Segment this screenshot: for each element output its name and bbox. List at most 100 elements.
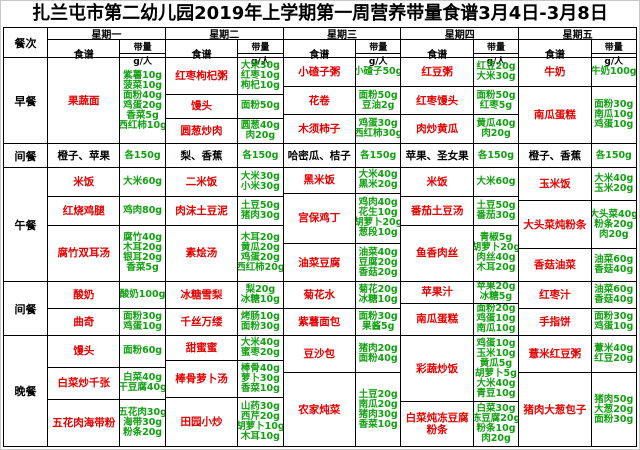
amount-cell: 白菜40g 干豆腐40g	[120, 368, 164, 399]
menu-item-row: 红枣枸杞粥 大米30g 红枣10g 枸杞10g	[165, 58, 283, 95]
amount-unit-label: g/人	[486, 57, 506, 67]
menu-item-row: 橙子、苹果 各150g	[48, 144, 165, 167]
menu-item-row: 红豆粥 红豆20g 大米30g	[401, 58, 519, 87]
amount-line: 小碴子50g	[356, 65, 401, 77]
amount-cell: 面粉50g 豆油2g	[356, 87, 400, 115]
food-cell: 红枣汁	[519, 282, 592, 308]
day-column: 果蔬面 紫薯10g 菠菜10g 面粉40g 鸡蛋20g 香菜5g 西红柿10g	[48, 58, 166, 143]
amount-line: 红枣10g	[240, 69, 280, 81]
amount-line: 五花肉30g	[120, 406, 165, 418]
amount-line: 面粉30g	[594, 99, 634, 110]
amount-line: 鸡蛋10g	[594, 321, 634, 332]
food-cell: 大头菜炖粉条	[519, 200, 592, 249]
menu-item-row: 宫保鸡丁 鸡肉40g 花生10g 胡萝卜20g 葱段10g	[283, 193, 401, 244]
menu-item-row: 手指饼 面粉30g 鸡蛋10g	[519, 309, 636, 335]
day-column: 橙子、苹果 各150g	[48, 144, 166, 167]
amount-line: 梨20g	[245, 284, 276, 295]
day-column: 冰糖雪梨 梨20g 冰糖10g 千丝万缕 烤肠10g 面粉30g	[165, 282, 284, 335]
amount-cell: 梨20g 冰糖10g	[238, 282, 282, 308]
menu-item-row: 哈密瓜、桔子 各150g	[284, 144, 401, 167]
menu-item-row: 冰糖雪梨 梨20g 冰糖10g	[165, 282, 283, 309]
meal-section-1: 间餐 橙子、苹果 各150g 梨、香蕉 各150g 哈密瓜、桔子 各150g 苹果、圣女果 各1…	[4, 144, 636, 168]
food-cell: 红烧鸡腿	[48, 196, 121, 225]
amount-line: 黄瓜40g	[476, 118, 516, 130]
amount-cell: 面粉30g 鸡蛋10g	[592, 309, 636, 335]
amount-line: 香菜5g	[126, 109, 159, 121]
day-subheader: 食谱 带量 g/人	[401, 40, 519, 67]
amount-line: 面粉40g	[123, 89, 163, 101]
amount-line: 香菜10g	[240, 383, 280, 394]
amount-line: 鸡蛋20g	[240, 252, 280, 264]
menu-item-row: 南瓜蛋糕 面粉30g 南瓜10g 鸡蛋10g	[519, 87, 636, 143]
amount-line: 鸡蛋10g	[476, 337, 516, 349]
food-cell: 香菇油菜	[519, 249, 592, 282]
amount-cell: 面粉30g 鸡蛋10g	[120, 309, 164, 335]
food-cell: 千丝万缕	[166, 309, 239, 335]
meal-section-2: 午餐 米饭 大米60g 红烧鸡腿 鸡肉80g 腐竹双耳汤 腐竹40g 木耳20g 银耳20g 香菜…	[4, 168, 636, 282]
amount-line: 萝卜30g	[240, 373, 280, 384]
day-subheader: 食谱 带量 g/人	[284, 40, 401, 67]
amount-line: 胡萝卜20g	[356, 217, 401, 229]
amount-cell: 油菜60g 香菇40g	[592, 249, 636, 281]
food-column-header: 食谱	[519, 40, 592, 67]
amount-line: 大头菜40g	[591, 208, 636, 220]
menu-item-row: 紫薯面包 面粉30g 果酱5g	[284, 309, 401, 335]
amount-line: 枸杞10g	[240, 79, 280, 91]
menu-item-row: 豆沙包 猪肉20g 面粉40g	[283, 336, 401, 374]
amount-line: 番茄30g	[476, 209, 516, 221]
amount-line: 干豆腐40g	[120, 382, 165, 394]
amount-cell: 各150g	[592, 144, 636, 167]
food-cell: 白菜炖冻豆腐粉条	[401, 402, 474, 446]
food-column-header: 食谱	[166, 40, 239, 67]
amount-line: 各150g	[595, 149, 632, 161]
amount-unit-label: g/人	[133, 57, 152, 67]
amount-line: 海带30g	[123, 416, 163, 428]
amount-line: 大米30g	[476, 70, 516, 82]
food-column-header: 食谱	[284, 40, 356, 67]
amount-line: 菊花20g	[358, 284, 398, 295]
amount-cell: 各150g	[120, 144, 164, 167]
day-column: 红豆粥 红豆20g 大米30g 红枣馒头 面粉50g 红枣5g 肉炒黄瓜 黄瓜40g 肉20g	[401, 58, 520, 144]
amount-cell: 大米40g 黑米20g	[356, 168, 400, 193]
amount-cell: 苹果20g 冰糖5g	[474, 282, 518, 303]
food-cell: 橙子、香蕉	[519, 144, 592, 167]
amount-line: 南瓜10g	[476, 323, 516, 335]
amount-cell: 青椒5g 胡萝卜20g 肉丝40g 木耳20g	[474, 226, 518, 282]
amount-line: 鸡蛋10g	[476, 313, 516, 325]
amount-line: 冰糖5g	[479, 291, 513, 303]
meal-label: 间餐	[4, 282, 48, 335]
amount-line: 苹果20g	[476, 282, 516, 293]
menu-item-row: 梨、香蕉 各150g	[166, 144, 283, 167]
menu-item-row: 肉炒黄瓜 黄瓜40g 肉20g	[401, 115, 518, 144]
food-cell: 牛奶	[519, 58, 592, 86]
amount-line: 木耳20g	[240, 232, 280, 244]
amount-line: 鸡肉40g	[358, 197, 398, 209]
food-cell: 红枣枸杞粥	[166, 58, 239, 94]
food-cell: 甜蜜蜜	[166, 336, 239, 360]
amount-line: 各150g	[124, 149, 161, 161]
amount-cell: 薏米40g 红豆20g	[592, 336, 636, 372]
amount-line: 白菜40g	[123, 372, 163, 384]
food-cell: 梨、香蕉	[166, 144, 239, 167]
amount-line: 面粉30g	[594, 413, 634, 425]
amount-line: 肉20g	[245, 130, 276, 142]
amount-line: 土豆50g	[476, 199, 516, 211]
day-name: 星期五	[519, 28, 636, 41]
amount-line: 圆葱40g	[240, 120, 280, 132]
day-column: 牛奶 牛奶100g 南瓜蛋糕 面粉30g 南瓜10g 鸡蛋10g	[519, 58, 636, 143]
amount-line: 鸡肉80g	[123, 204, 163, 216]
amount-cell: 面粉50g	[238, 95, 282, 119]
menu-item-row: 彩蔬炒饭 鸡蛋10g 玉米10g 黄瓜5g 胡萝卜5g 大米40g 青豆10g	[401, 336, 519, 403]
food-cell: 薏米红豆粥	[519, 336, 592, 373]
day-column: 橙子、香蕉 各150g	[519, 144, 636, 167]
meal-label: 晚餐	[4, 336, 48, 446]
amount-line: 粉条10g	[476, 423, 516, 435]
amount-unit-label: g/人	[368, 57, 388, 67]
amount-line: 面粉60g	[123, 345, 163, 357]
amount-cell: 猪肉50g 大葱20g 面粉30g	[592, 373, 636, 446]
food-cell: 南瓜蛋糕	[519, 87, 592, 143]
amount-line: 豆油2g	[361, 99, 395, 111]
amount-cell: 油菜60g 香菇40g	[592, 282, 636, 308]
amount-cell: 黄瓜40g 肉20g	[474, 115, 518, 143]
